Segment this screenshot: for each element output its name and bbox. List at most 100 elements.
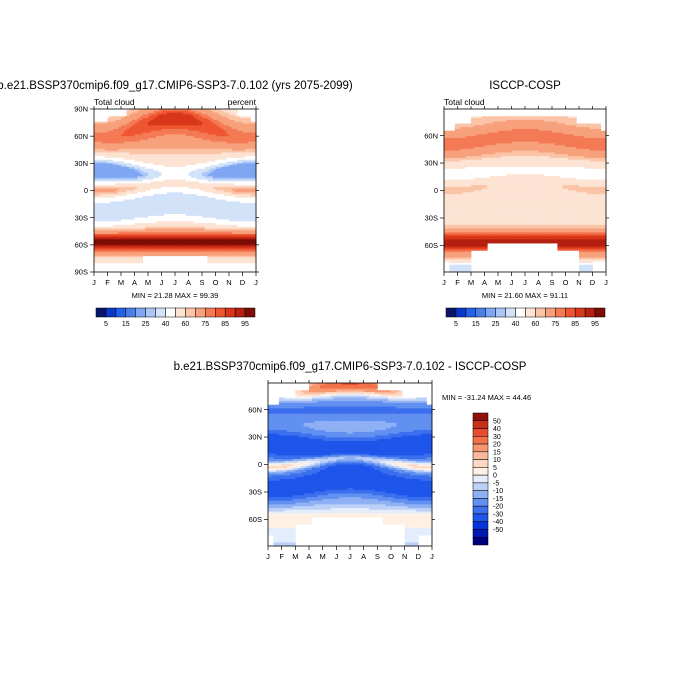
heatmap-cell [199, 168, 203, 171]
heatmap-cell [156, 165, 160, 168]
heatmap-cell [129, 203, 133, 206]
heatmap-cell [202, 147, 206, 150]
heatmap-cell [204, 244, 208, 248]
heatmap-cell [207, 136, 211, 139]
heatmap-cell [234, 152, 238, 155]
heatmap-cell [150, 197, 154, 200]
heatmap-cell [99, 148, 103, 152]
heatmap-cell [134, 208, 138, 211]
heatmap-cell [253, 179, 257, 182]
heatmap-cell [137, 246, 141, 249]
heatmap-cell [210, 132, 214, 135]
heatmap-cell [148, 185, 152, 188]
heatmap-cell [161, 161, 165, 164]
heatmap-cell [191, 206, 195, 210]
heatmap-cell [158, 136, 162, 139]
heatmap-cell [126, 139, 130, 142]
heatmap-cell [169, 134, 173, 137]
heatmap-cell [223, 261, 227, 264]
heatmap-cell [202, 156, 206, 159]
heatmap-cell [137, 116, 141, 119]
heatmap-cell [215, 210, 219, 213]
heatmap-cell [199, 206, 203, 210]
heatmap-cell [94, 203, 98, 206]
heatmap-cell [175, 174, 179, 177]
heatmap-cell [166, 219, 170, 222]
heatmap-cell [183, 112, 187, 115]
heatmap-cell [102, 255, 106, 258]
heatmap-cell [131, 255, 135, 258]
heatmap-cell [215, 125, 219, 128]
heatmap-cell [164, 134, 168, 137]
heatmap-cell [129, 246, 133, 249]
heatmap-cell [112, 261, 116, 264]
heatmap-cell [139, 165, 143, 168]
heatmap-cell [210, 116, 214, 119]
heatmap-cell [102, 241, 106, 244]
heatmap-cell [191, 125, 195, 128]
heatmap-cell [172, 116, 176, 119]
heatmap-cell [169, 221, 173, 224]
heatmap-cell [107, 204, 111, 208]
heatmap-cell [218, 219, 222, 222]
heatmap-cell [142, 235, 146, 238]
heatmap-cell [193, 134, 197, 137]
heatmap-cell [129, 192, 133, 195]
heatmap-cell [96, 248, 100, 251]
heatmap-cell [156, 194, 160, 197]
heatmap-cell [153, 244, 157, 248]
heatmap-cell [193, 246, 197, 249]
heatmap-cell [104, 208, 108, 211]
heatmap-cell [229, 255, 233, 258]
heatmap-cell [142, 150, 146, 153]
heatmap-cell [107, 215, 111, 219]
heatmap-cell [129, 230, 133, 233]
heatmap-cell [193, 192, 197, 195]
heatmap-cell [164, 250, 168, 253]
heatmap-cell [210, 208, 214, 211]
heatmap-cell [164, 221, 168, 224]
heatmap-cell [142, 181, 146, 184]
heatmap-cell [242, 261, 246, 264]
heatmap-cell [229, 185, 233, 188]
heatmap-cell [172, 199, 176, 202]
heatmap-cell [239, 232, 243, 235]
heatmap-cell [142, 132, 146, 135]
heatmap-cell [220, 206, 224, 210]
heatmap-cell [94, 128, 98, 132]
heatmap-cell [156, 233, 160, 237]
heatmap-cell [145, 208, 149, 211]
heatmap-cell [104, 204, 108, 208]
heatmap-cell [153, 210, 157, 213]
heatmap-cell [150, 177, 154, 181]
heatmap-cell [202, 163, 206, 166]
heatmap-cell [150, 183, 154, 186]
heatmap-cell [102, 246, 106, 249]
heatmap-cell [207, 156, 211, 159]
heatmap-cell [229, 136, 233, 139]
heatmap-cell [145, 215, 149, 219]
heatmap-cell [139, 199, 143, 202]
heatmap-cell [123, 197, 127, 200]
heatmap-cell [126, 188, 130, 191]
heatmap-cell [129, 233, 133, 237]
heatmap-cell [166, 203, 170, 206]
heatmap-cell [239, 121, 243, 124]
heatmap-cell [156, 159, 160, 162]
heatmap-cell [131, 221, 135, 224]
heatmap-cell [237, 233, 241, 237]
heatmap-cell [215, 134, 219, 137]
heatmap-cell [148, 154, 152, 157]
heatmap-cell [207, 181, 211, 184]
heatmap-cell [220, 109, 224, 112]
heatmap-cell [204, 176, 208, 179]
heatmap-cell [118, 172, 122, 175]
heatmap-cell [247, 145, 251, 148]
heatmap-cell [107, 176, 111, 179]
heatmap-cell [99, 201, 103, 204]
heatmap-cell [185, 152, 189, 155]
heatmap-cell [196, 156, 200, 159]
heatmap-cell [142, 190, 146, 193]
heatmap-cell [148, 197, 152, 200]
heatmap-cell [229, 243, 233, 246]
